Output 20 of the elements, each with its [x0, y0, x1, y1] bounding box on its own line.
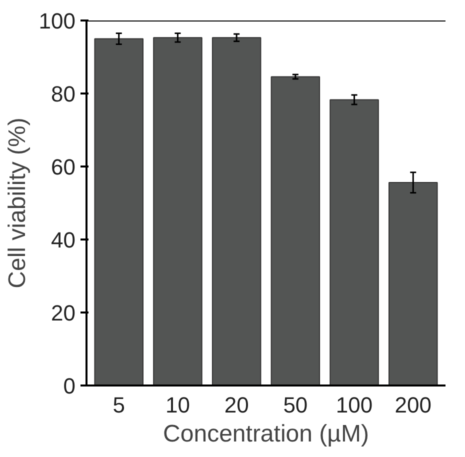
- bar: [330, 99, 379, 386]
- y-tick-label: 20: [51, 300, 76, 326]
- bar: [212, 37, 262, 386]
- x-tick-label: 200: [394, 392, 432, 418]
- y-axis-title: Cell viability (%): [4, 118, 31, 288]
- x-axis-title: Concentration (µM): [163, 420, 369, 448]
- y-tick-label: 0: [63, 374, 76, 398]
- y-tick-label: 80: [51, 82, 76, 106]
- y-tick-label: 60: [51, 154, 76, 180]
- y-tick-label: 100: [38, 8, 76, 34]
- bar: [388, 182, 438, 386]
- x-tick-label: 20: [224, 392, 249, 418]
- x-tick-label: 50: [283, 392, 308, 418]
- y-tick-label: 40: [51, 228, 76, 252]
- x-tick-label: 5: [112, 392, 125, 418]
- x-tick-label: 10: [165, 392, 190, 418]
- x-tick-label: 100: [336, 392, 373, 418]
- bar: [153, 37, 202, 386]
- bar: [94, 38, 144, 386]
- bar: [270, 76, 320, 386]
